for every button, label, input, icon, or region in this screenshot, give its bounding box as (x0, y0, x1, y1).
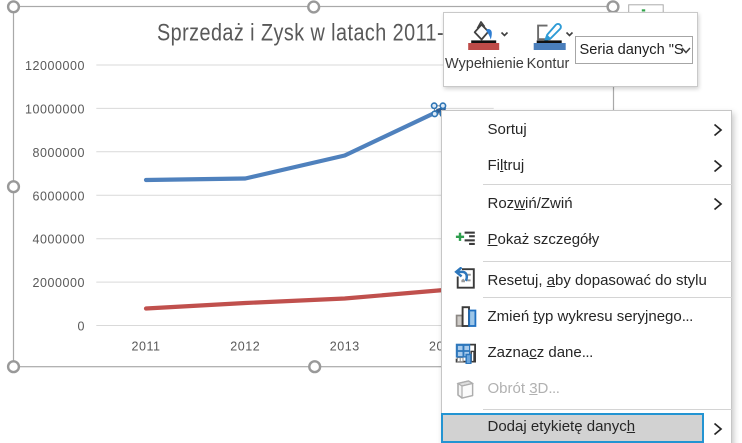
svg-text:4000000: 4000000 (32, 233, 85, 247)
svg-text:2013: 2013 (330, 340, 360, 354)
svg-text:2000000: 2000000 (32, 276, 85, 290)
svg-text:2011: 2011 (131, 340, 160, 354)
svg-text:6000000: 6000000 (32, 189, 85, 203)
svg-text:12000000: 12000000 (25, 59, 85, 73)
svg-text:Sprzedaż i Zysk w latach 2011-: Sprzedaż i Zysk w latach 2011-2014 (157, 19, 490, 46)
svg-text:10000000: 10000000 (25, 102, 85, 116)
svg-text:8000000: 8000000 (32, 146, 85, 160)
svg-text:0: 0 (77, 320, 85, 334)
svg-text:2012: 2012 (230, 340, 260, 354)
